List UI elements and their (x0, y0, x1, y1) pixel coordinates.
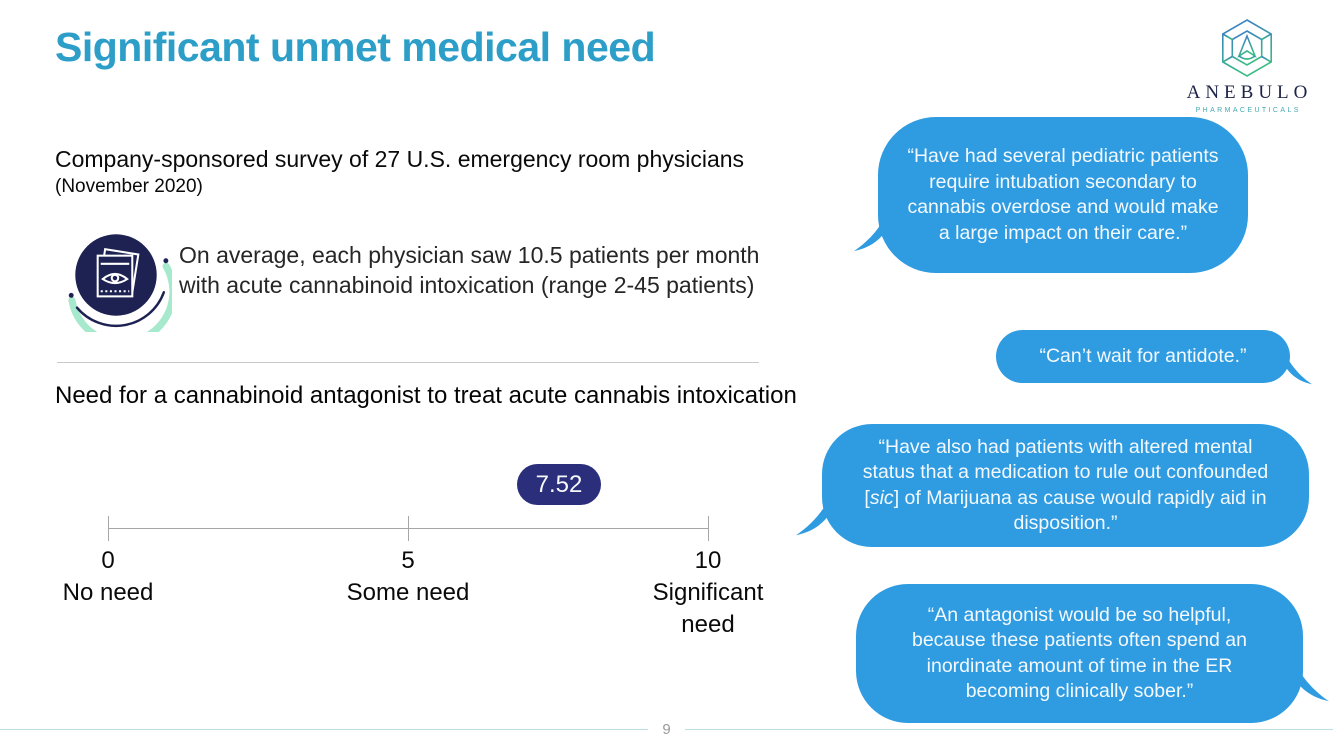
survey-stat-text: On average, each physician saw 10.5 pati… (179, 240, 759, 300)
quote-bubble-2: “Can’t wait for antidote.” (996, 330, 1312, 385)
quote-bubble-1: “Have had several pediatric patients req… (854, 117, 1248, 273)
company-logo: ANEBULO PHARMACEUTICALS (1182, 18, 1312, 114)
bubble-tail-left-icon (854, 201, 894, 251)
tick-label-10: 10 Significant need (633, 546, 783, 641)
section-divider (57, 362, 759, 363)
logo-wordmark: ANEBULO (1186, 82, 1313, 103)
scale-tick-5 (408, 516, 409, 541)
quote-text-before-sic: “Have also had patients with altered men… (862, 435, 1269, 509)
scale-heading: Need for a cannabinoid antagonist to tre… (55, 382, 797, 409)
footer-line-right (684, 729, 1333, 730)
bubble-tail-right-icon (1280, 344, 1312, 385)
quote-bubble-4: “An antagonist would be so helpful, beca… (856, 584, 1329, 723)
survey-date: (November 2020) (55, 176, 203, 197)
stat-line-2: with acute cannabinoid intoxication (ran… (179, 272, 755, 298)
quote-text: “Can’t wait for antidote.” (1039, 344, 1247, 367)
logo-subtitle: PHARMACEUTICALS (1195, 107, 1301, 114)
quote-bubble-3: “Have also had patients with altered men… (796, 424, 1309, 547)
survey-document-eye-icon (68, 234, 172, 332)
tick-value: 10 (694, 547, 722, 574)
tick-label-0: 0 No need (33, 546, 183, 609)
scale-tick-10 (708, 516, 709, 541)
sic-italic: sic (869, 486, 894, 509)
scale-tick-0 (108, 516, 109, 541)
tick-caption: Some need (346, 579, 470, 606)
quote-text: “Have also had patients with altered men… (856, 435, 1275, 537)
scale-value-pill: 7.52 (517, 464, 601, 505)
bubble-tail-right-icon (1287, 648, 1329, 702)
tick-label-5: 5 Some need (333, 546, 483, 609)
page-number: 9 (662, 721, 671, 738)
tick-value: 5 (401, 547, 415, 574)
logo-hexagon-icon (1221, 19, 1273, 77)
stat-line-1: On average, each physician saw 10.5 pati… (179, 242, 760, 268)
tick-value: 0 (101, 547, 115, 574)
quote-text: “An antagonist would be so helpful, beca… (911, 603, 1247, 703)
tick-caption: No need (62, 579, 154, 606)
quote-text: “Have had several pediatric patients req… (907, 145, 1219, 244)
footer-line-left (0, 729, 649, 730)
page-title: Significant unmet medical need (55, 24, 656, 70)
slide-footer: 9 (0, 722, 1333, 737)
quote-text-after-sic: ] of Marijuana as cause would rapidly ai… (893, 486, 1267, 535)
survey-heading: Company-sponsored survey of 27 U.S. emer… (55, 146, 745, 172)
tick-caption: Significant need (652, 579, 764, 638)
bubble-tail-left-icon (796, 482, 838, 536)
